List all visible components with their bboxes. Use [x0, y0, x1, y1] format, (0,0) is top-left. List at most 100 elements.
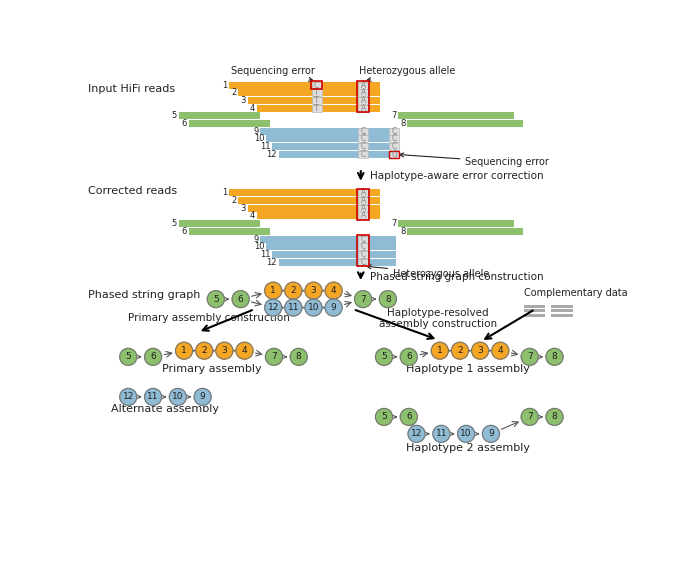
Text: 1: 1 [222, 188, 227, 197]
Bar [266, 243, 396, 250]
Bar [358, 143, 368, 150]
Text: 11: 11 [288, 303, 299, 312]
Text: 11: 11 [260, 142, 271, 151]
Circle shape [492, 342, 509, 359]
Text: 10: 10 [460, 429, 472, 439]
Text: 8: 8 [400, 119, 406, 128]
Circle shape [546, 348, 563, 365]
Text: Sequencing error: Sequencing error [232, 66, 315, 82]
Text: 8: 8 [296, 352, 301, 362]
Bar [179, 220, 260, 227]
Bar [408, 120, 523, 127]
Text: 12: 12 [266, 258, 277, 267]
Bar [551, 314, 573, 317]
Bar [238, 90, 380, 96]
Bar [358, 81, 369, 112]
Text: C: C [360, 150, 366, 159]
Circle shape [521, 409, 538, 425]
Circle shape [145, 389, 162, 405]
Text: 8: 8 [385, 294, 390, 304]
Text: Haplotype-aware error correction: Haplotype-aware error correction [370, 171, 544, 181]
Circle shape [264, 299, 282, 316]
Text: A: A [360, 211, 366, 220]
Text: T: T [314, 96, 319, 105]
Bar [408, 228, 523, 235]
Text: Primary assembly construction: Primary assembly construction [128, 313, 290, 323]
Bar [279, 151, 396, 158]
Circle shape [482, 425, 499, 443]
Circle shape [451, 342, 469, 359]
Bar [358, 259, 368, 266]
Text: Alternate assembly: Alternate assembly [112, 404, 219, 414]
Text: C: C [314, 80, 319, 90]
Text: T: T [314, 88, 319, 97]
Text: 9: 9 [488, 429, 494, 439]
Bar [551, 304, 573, 308]
Text: 6: 6 [406, 352, 412, 362]
Circle shape [120, 348, 137, 365]
Text: Haplotype-resolved
assembly construction: Haplotype-resolved assembly construction [379, 308, 497, 329]
Bar [358, 135, 368, 142]
Circle shape [458, 425, 475, 443]
Text: 2: 2 [232, 196, 237, 205]
Circle shape [400, 409, 417, 425]
Text: 7: 7 [271, 352, 277, 362]
Text: 7: 7 [527, 413, 532, 421]
Text: 10: 10 [254, 242, 264, 251]
Circle shape [325, 299, 342, 316]
Text: 12: 12 [267, 303, 279, 312]
Bar [273, 143, 396, 150]
Text: C: C [360, 127, 366, 135]
Text: 6: 6 [182, 119, 187, 128]
Text: 6: 6 [238, 294, 243, 304]
Text: 2: 2 [290, 286, 296, 295]
Circle shape [375, 409, 393, 425]
Text: 3: 3 [221, 346, 227, 355]
Text: 8: 8 [551, 413, 558, 421]
Circle shape [521, 348, 538, 365]
Text: 9: 9 [331, 303, 336, 312]
Bar [358, 104, 368, 111]
Text: 3: 3 [240, 96, 246, 105]
Text: A: A [360, 188, 366, 197]
Bar [389, 151, 399, 158]
Text: Heterozygous allele: Heterozygous allele [367, 265, 490, 279]
Text: 9: 9 [200, 393, 206, 401]
Text: 6: 6 [150, 352, 156, 362]
Text: 4: 4 [250, 104, 256, 113]
Text: 1: 1 [181, 346, 187, 355]
Text: A: A [360, 196, 366, 205]
Text: Input HiFi reads: Input HiFi reads [88, 84, 175, 94]
Text: 2: 2 [457, 346, 463, 355]
Text: Phased string graph construction: Phased string graph construction [370, 272, 544, 282]
Bar [358, 90, 368, 96]
Text: 7: 7 [360, 294, 366, 304]
Text: 4: 4 [250, 211, 256, 220]
Text: C: C [391, 127, 397, 135]
Text: A: A [360, 88, 366, 97]
Bar [247, 205, 380, 212]
Text: Primary assembly: Primary assembly [162, 364, 262, 374]
Circle shape [285, 282, 302, 299]
Bar [398, 113, 514, 119]
Text: C: C [360, 142, 366, 151]
Text: 8: 8 [551, 352, 558, 362]
Bar [266, 135, 396, 142]
Bar [389, 128, 399, 135]
Text: Phased string graph: Phased string graph [88, 290, 200, 300]
Bar [247, 97, 380, 104]
Text: 1: 1 [222, 80, 227, 90]
Bar [312, 82, 322, 88]
Text: 5: 5 [125, 352, 131, 362]
Circle shape [120, 389, 137, 405]
Text: C: C [360, 250, 366, 259]
Text: Complementary data: Complementary data [523, 288, 627, 298]
Text: 8: 8 [400, 227, 406, 236]
Text: 7: 7 [527, 352, 532, 362]
Text: 3: 3 [477, 346, 483, 355]
Text: Heterozygous allele: Heterozygous allele [359, 66, 456, 82]
Text: Corrected reads: Corrected reads [88, 187, 177, 196]
Bar [279, 259, 396, 266]
Bar [311, 81, 323, 89]
Circle shape [265, 348, 282, 365]
